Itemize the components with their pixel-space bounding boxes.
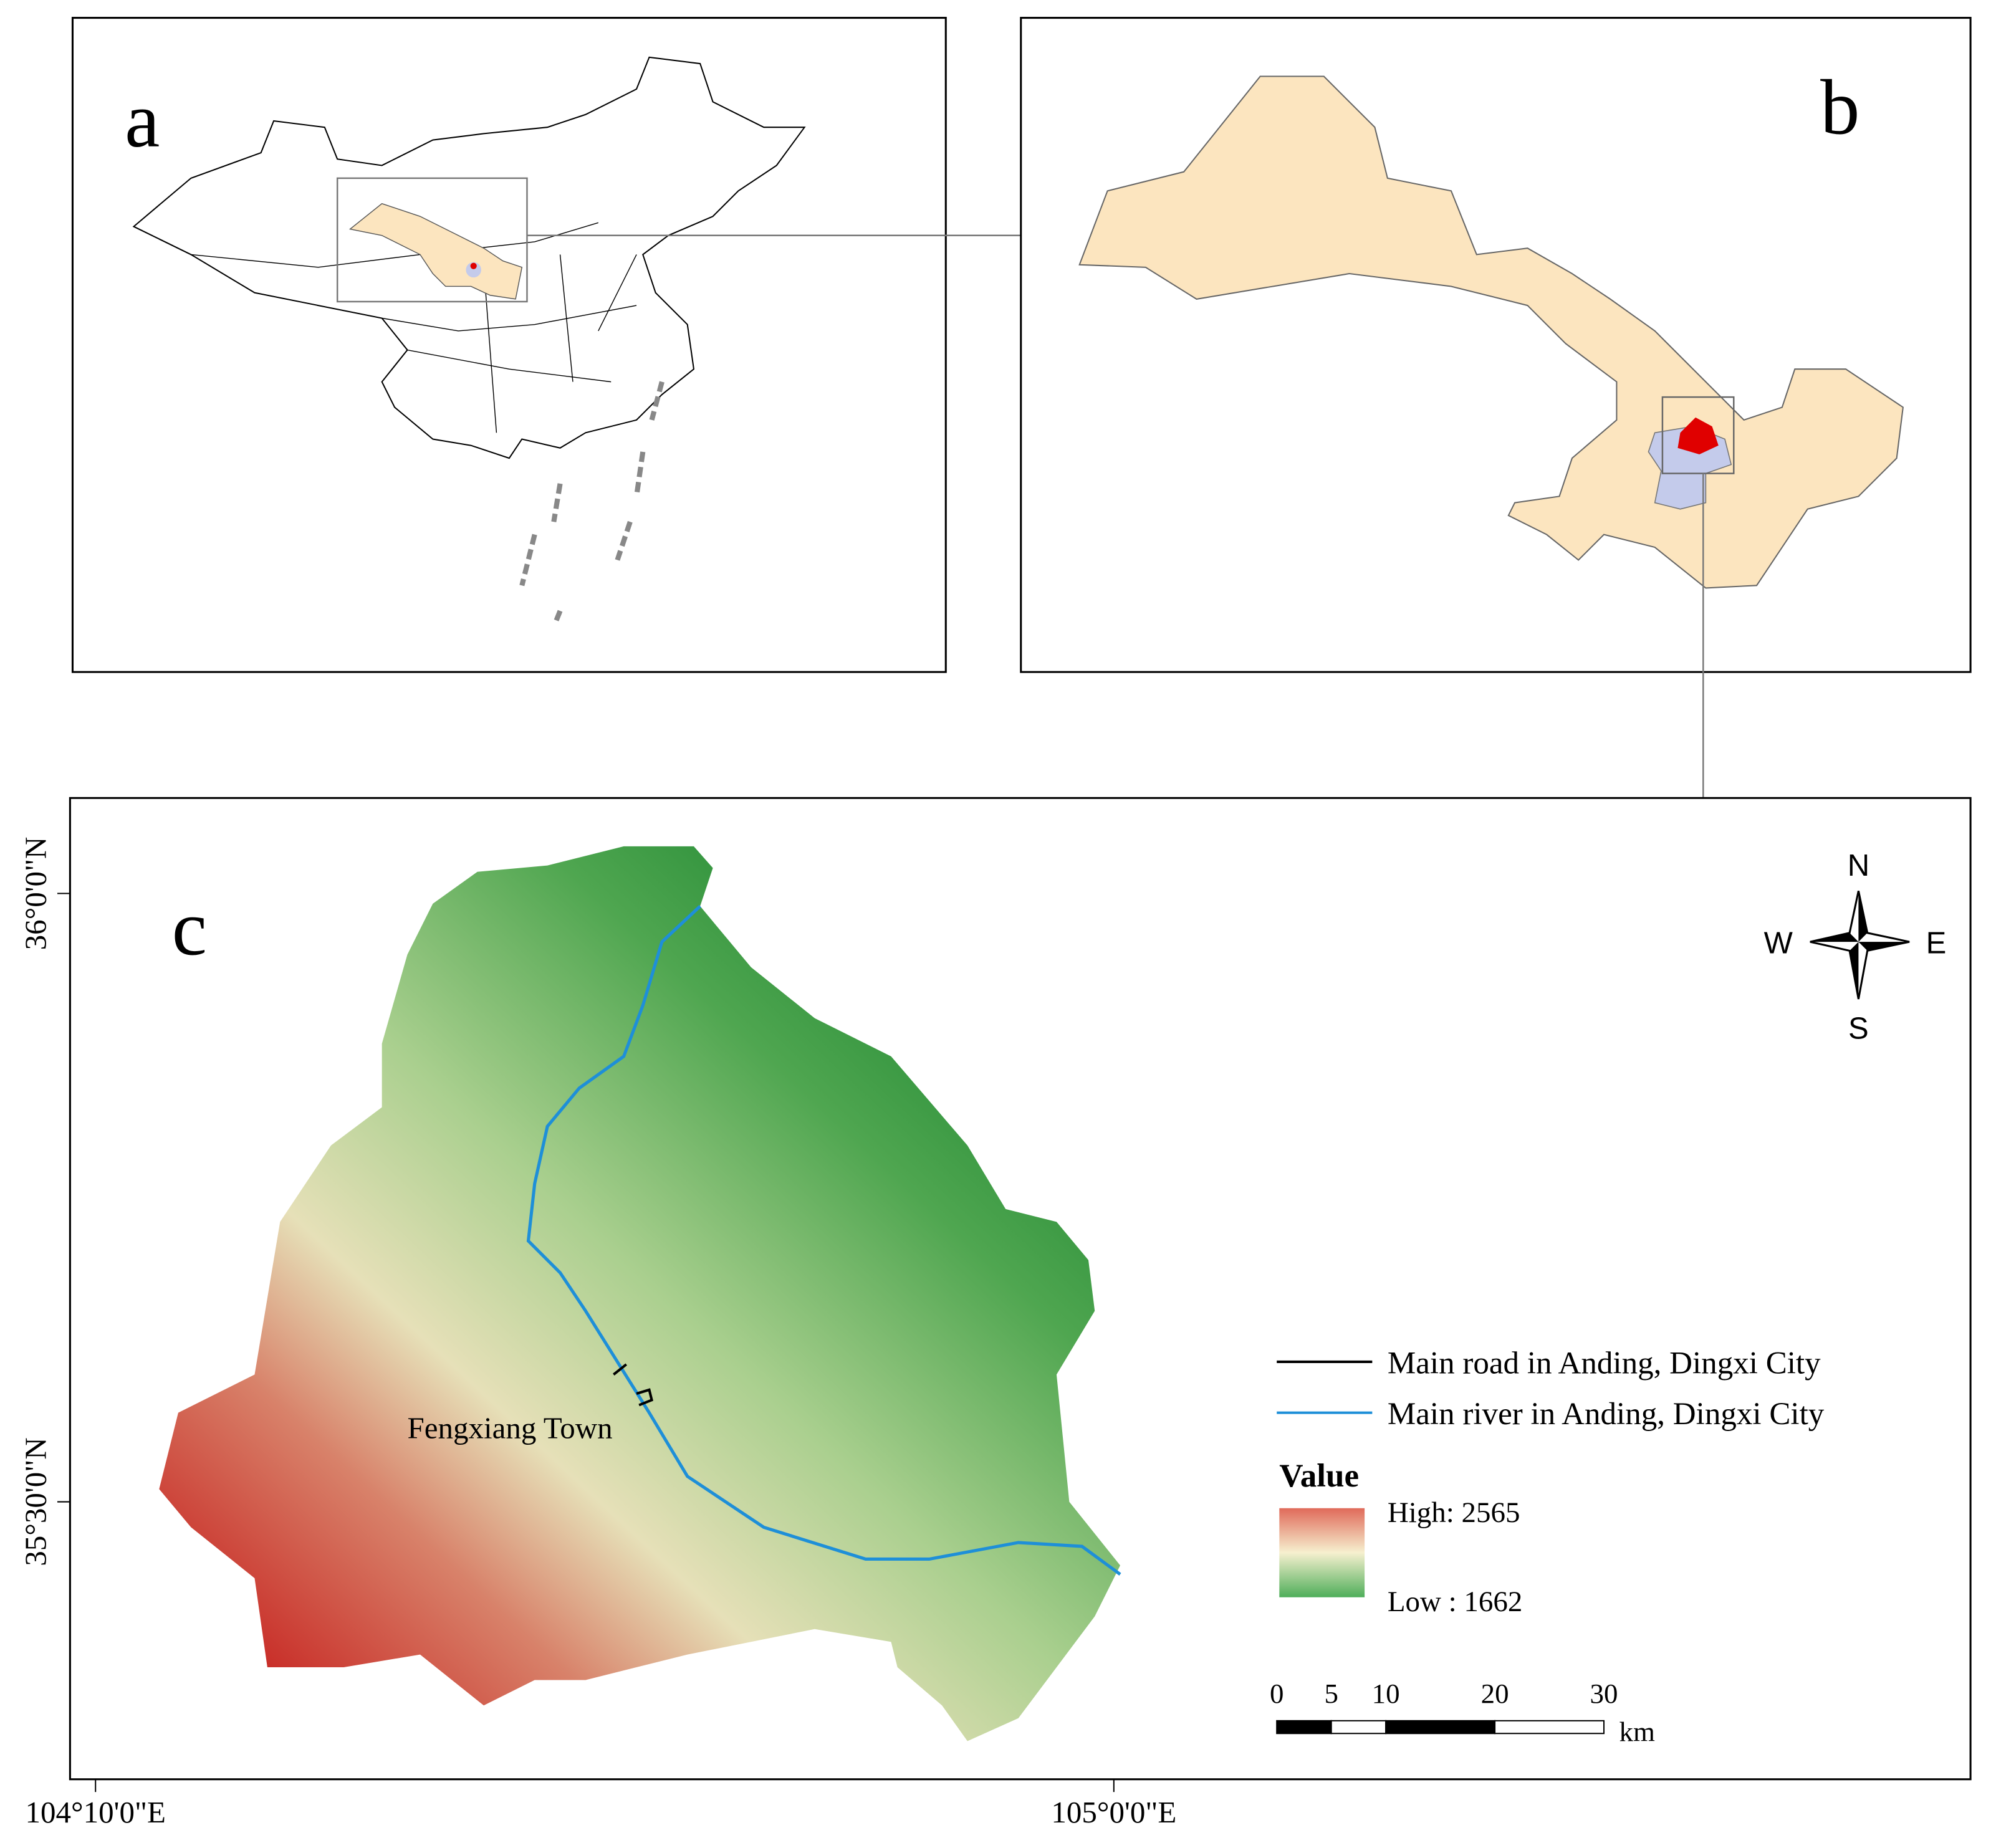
road <box>613 1363 653 1407</box>
scale-label: 10 <box>1372 1678 1400 1709</box>
scale-segment <box>1276 1720 1332 1735</box>
scale-unit: km <box>1619 1716 1655 1747</box>
longitude-label: 104°10'0"E <box>26 1795 166 1829</box>
anding-small <box>470 262 477 269</box>
scale-segment <box>1385 1720 1496 1735</box>
longitude-label: 105°0'0"E <box>1051 1795 1176 1829</box>
gansu-small <box>348 203 523 300</box>
scale-label: 5 <box>1324 1678 1338 1709</box>
panel-label: b <box>1820 64 1859 151</box>
scale-label: 0 <box>1270 1678 1283 1709</box>
latitude-label: 35°30'0"N <box>19 1437 53 1566</box>
compass-w: W <box>1764 926 1793 960</box>
compass-s: S <box>1848 1012 1869 1045</box>
anding <box>1677 417 1719 454</box>
compass <box>1810 891 1910 1000</box>
scale-label: 20 <box>1481 1678 1509 1709</box>
dingxi-small <box>466 262 481 278</box>
scale-label: 30 <box>1590 1678 1618 1709</box>
legend-ramp <box>1279 1508 1365 1597</box>
compass-n: N <box>1848 849 1869 883</box>
town-label: Fengxiang Town <box>408 1410 613 1445</box>
panel-b-frame <box>1020 17 1972 673</box>
scale-segment <box>1494 1720 1605 1735</box>
legend-high: High: 2565 <box>1388 1496 1520 1529</box>
dem-area <box>159 846 1121 1741</box>
panel-label: a <box>125 77 160 164</box>
extent-box-a <box>336 177 528 303</box>
legend-river: Main river in Anding, Dingxi City <box>1388 1397 1825 1432</box>
panel-label: c <box>172 885 207 972</box>
panel-a-frame <box>71 17 947 673</box>
extent-box-b <box>1661 396 1735 474</box>
panel-c-frame <box>69 797 1972 1781</box>
legend-road: Main road in Anding, Dingxi City <box>1388 1346 1821 1381</box>
river <box>526 905 1121 1576</box>
scale-segment <box>1330 1720 1387 1735</box>
nine-dash-line <box>519 381 665 625</box>
gansu <box>1078 75 1904 589</box>
legend-low: Low : 1662 <box>1388 1586 1523 1618</box>
latitude-label: 36°0'0"N <box>19 837 53 950</box>
compass-e: E <box>1926 926 1947 960</box>
legend-title: Value <box>1279 1458 1359 1494</box>
